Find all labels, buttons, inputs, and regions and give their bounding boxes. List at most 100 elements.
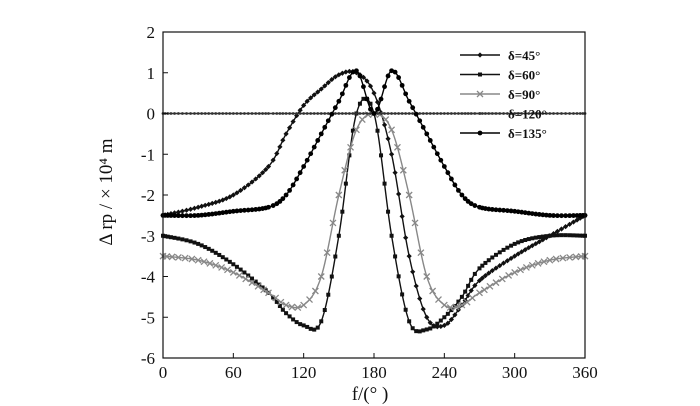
series-point (315, 89, 321, 95)
series-point (559, 213, 564, 219)
series-point (405, 191, 413, 199)
series-point (410, 269, 416, 275)
series-point (403, 91, 409, 97)
series-point (304, 98, 310, 104)
series-point (438, 318, 443, 323)
series-point (259, 170, 266, 176)
series-point (311, 92, 317, 98)
series-point (476, 289, 483, 297)
series-point (200, 112, 204, 115)
series-point (519, 239, 524, 244)
series-point (369, 112, 372, 115)
legend-entry: δ=135° (460, 126, 547, 141)
series-point (358, 116, 366, 123)
series-point (374, 99, 381, 105)
series-point (323, 249, 331, 257)
series-point (558, 226, 565, 232)
series-point (465, 292, 471, 299)
series-point (477, 266, 482, 271)
series-point (536, 239, 542, 245)
series-point (540, 234, 545, 239)
legend: δ=45° δ=60° δ=90° δ=120° δ=135° (460, 48, 547, 141)
series-point (275, 112, 279, 115)
series-point (181, 254, 189, 262)
series-point (213, 250, 218, 255)
series-point (260, 285, 265, 290)
series-point (343, 181, 348, 186)
series-point (575, 233, 580, 238)
series-point (529, 243, 535, 249)
series-point (438, 323, 444, 330)
series-point (448, 176, 454, 182)
y-tick-label: -6 (141, 349, 155, 368)
series-point (498, 275, 506, 283)
legend-swatch-marker (477, 130, 483, 136)
series-point (267, 112, 270, 115)
series-point (311, 287, 319, 295)
series-point (446, 112, 450, 115)
series-point (427, 320, 433, 326)
series-point (508, 255, 514, 262)
series-point (396, 75, 402, 80)
series-point (428, 112, 432, 115)
series-point (271, 112, 275, 115)
series-point (354, 68, 359, 74)
legend-entry: δ=90° (460, 87, 540, 102)
series-point (282, 301, 290, 309)
series-point (522, 263, 530, 271)
series-point (227, 259, 232, 264)
series-point (209, 211, 215, 217)
series-point (480, 286, 488, 294)
series-point (468, 287, 474, 294)
series-point (358, 112, 362, 115)
series-point (393, 254, 398, 259)
series-point (238, 208, 244, 214)
y-tick-label: 0 (147, 105, 156, 124)
series-point (567, 233, 572, 238)
y-tick-label: 1 (147, 64, 156, 83)
series-point (185, 112, 188, 115)
series-point (459, 294, 464, 299)
series-point (274, 150, 280, 157)
series-point (257, 112, 261, 115)
series-point (509, 243, 514, 248)
legend-label: δ=60° (508, 68, 540, 83)
series-point (351, 112, 355, 115)
series-point (371, 90, 377, 96)
series-point (486, 258, 491, 263)
series-point (291, 317, 296, 322)
series-point (429, 287, 437, 295)
series-point (297, 107, 303, 113)
series-point (306, 296, 313, 304)
series-point (555, 233, 560, 238)
series-point (256, 173, 262, 179)
series-point (490, 255, 495, 260)
series-point (270, 203, 276, 208)
series-point (476, 277, 483, 284)
series-point (423, 273, 431, 280)
series-point (489, 207, 495, 212)
series-point (301, 102, 307, 108)
series-point (234, 190, 240, 196)
series-point (556, 112, 559, 115)
series-point (389, 233, 394, 238)
series-point (365, 112, 369, 115)
series-point (333, 254, 338, 259)
series-point (548, 112, 552, 115)
series-point (329, 76, 335, 83)
y-tick-label: 2 (147, 23, 156, 42)
series-point (326, 292, 331, 297)
series-point (312, 112, 316, 115)
series-point (179, 208, 186, 214)
series-point (520, 112, 524, 115)
series-point (315, 138, 321, 143)
series-point (200, 258, 208, 266)
series-point (249, 179, 255, 185)
series-point (309, 112, 313, 115)
series-point (224, 257, 229, 262)
y-tick-label: -4 (141, 268, 156, 287)
series-point (336, 98, 342, 104)
x-tick-label: 60 (225, 363, 242, 382)
series-point (322, 124, 328, 130)
